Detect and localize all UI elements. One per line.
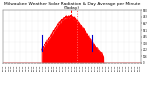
Title: Milwaukee Weather Solar Radiation & Day Average per Minute (Today): Milwaukee Weather Solar Radiation & Day …: [4, 2, 140, 10]
